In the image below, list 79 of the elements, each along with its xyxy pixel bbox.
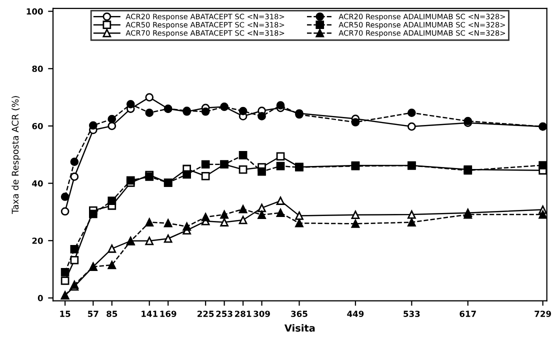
- point: [295, 218, 304, 228]
- point: [182, 222, 192, 231]
- point: [258, 204, 266, 212]
- point: [351, 220, 360, 228]
- point: [108, 122, 116, 130]
- point: [238, 204, 248, 214]
- point: [70, 158, 79, 166]
- point: [88, 121, 98, 130]
- x-tick-label: 15: [60, 310, 70, 317]
- point: [201, 212, 210, 222]
- point: [164, 234, 172, 243]
- point: [258, 112, 266, 120]
- x-tick-label: 309: [254, 310, 270, 317]
- y-tick-label: 100: [26, 8, 43, 15]
- point: [238, 106, 248, 116]
- point: [126, 100, 135, 108]
- point: [351, 210, 360, 219]
- point: [60, 192, 70, 201]
- point: [88, 210, 98, 218]
- y-tick-label: 60: [32, 122, 43, 130]
- point: [295, 212, 304, 220]
- point: [201, 160, 210, 169]
- point: [258, 167, 266, 176]
- x-tick-label: 449: [347, 310, 364, 317]
- point: [276, 162, 285, 170]
- point: [201, 107, 210, 116]
- point: [408, 108, 416, 117]
- y-tick-label: 20: [32, 238, 43, 244]
- point: [108, 114, 116, 124]
- point: [464, 210, 472, 219]
- y-axis-title: Taxa de Resposta ACR (%): [12, 96, 20, 214]
- point: [276, 196, 285, 205]
- point: [70, 172, 79, 181]
- point: [145, 236, 154, 246]
- x-tick-label: 617: [460, 310, 476, 317]
- point: [70, 245, 79, 254]
- x-tick-label: 57: [88, 310, 98, 317]
- point: [538, 161, 547, 170]
- point: [276, 152, 285, 161]
- point: [108, 260, 116, 270]
- point: [145, 93, 154, 102]
- x-tick-label: 365: [291, 310, 308, 317]
- point: [60, 268, 70, 276]
- x-tick-label: 281: [235, 310, 252, 317]
- point: [145, 218, 154, 226]
- x-tick-label: 85: [106, 310, 118, 317]
- x-tick-label: 533: [404, 310, 420, 317]
- x-tick-label: 253: [216, 310, 232, 317]
- point: [276, 101, 285, 110]
- point: [408, 210, 416, 219]
- point: [60, 276, 70, 285]
- point: [276, 208, 285, 217]
- point: [60, 207, 70, 216]
- point: [164, 218, 172, 228]
- point: [238, 151, 248, 160]
- point: [258, 210, 266, 219]
- y-tick-label: 0: [38, 294, 43, 302]
- point: [108, 196, 116, 205]
- point: [220, 210, 228, 219]
- point: [408, 218, 416, 226]
- x-tick-label: 141: [142, 310, 158, 317]
- x-tick-label: 225: [198, 310, 214, 317]
- point: [145, 108, 154, 117]
- point: [408, 122, 416, 131]
- point: [70, 256, 79, 264]
- point: [220, 218, 228, 226]
- point: [108, 244, 116, 253]
- point: [238, 165, 248, 174]
- point: [126, 176, 135, 185]
- x-tick-label: 729: [534, 310, 551, 317]
- y-tick-label: 80: [32, 66, 43, 72]
- point: [182, 170, 192, 179]
- x-tick-label: 169: [160, 310, 176, 317]
- point: [201, 172, 210, 180]
- x-axis-title: Visita: [284, 324, 315, 332]
- point: [538, 210, 547, 219]
- point: [351, 118, 360, 126]
- point: [238, 216, 248, 224]
- y-tick-label: 40: [32, 180, 43, 187]
